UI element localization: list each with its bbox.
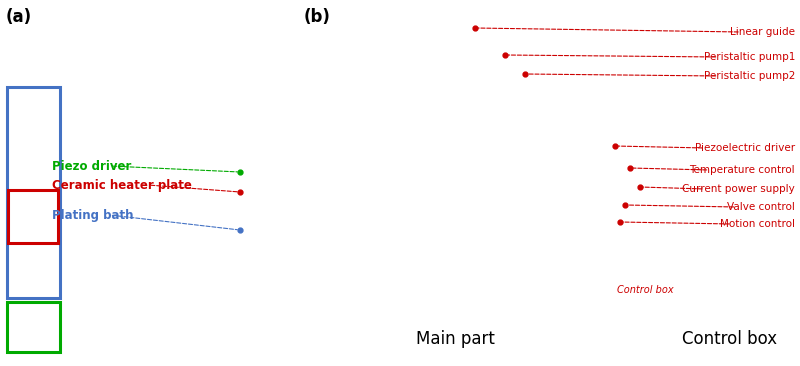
Text: Temperature control: Temperature control <box>690 165 795 175</box>
Text: Current power supply: Current power supply <box>682 184 795 194</box>
Text: Ceramic heater plate: Ceramic heater plate <box>52 179 192 191</box>
Bar <box>6 87 59 298</box>
Text: Control box: Control box <box>682 330 778 348</box>
Text: Plating bath: Plating bath <box>52 209 134 221</box>
Text: Motion control: Motion control <box>720 219 795 229</box>
Text: (a): (a) <box>6 8 32 26</box>
Text: (b): (b) <box>304 8 331 26</box>
Text: Valve control: Valve control <box>727 202 795 212</box>
Bar <box>8 190 58 243</box>
Text: Linear guide: Linear guide <box>730 27 795 37</box>
Text: Peristaltic pump2: Peristaltic pump2 <box>704 71 795 81</box>
Text: Control box: Control box <box>617 285 674 295</box>
Text: Main part: Main part <box>415 330 494 348</box>
Text: Piezo driver: Piezo driver <box>52 160 131 172</box>
Text: Peristaltic pump1: Peristaltic pump1 <box>704 52 795 62</box>
Bar <box>6 302 59 352</box>
Text: Piezoelectric driver: Piezoelectric driver <box>695 143 795 153</box>
